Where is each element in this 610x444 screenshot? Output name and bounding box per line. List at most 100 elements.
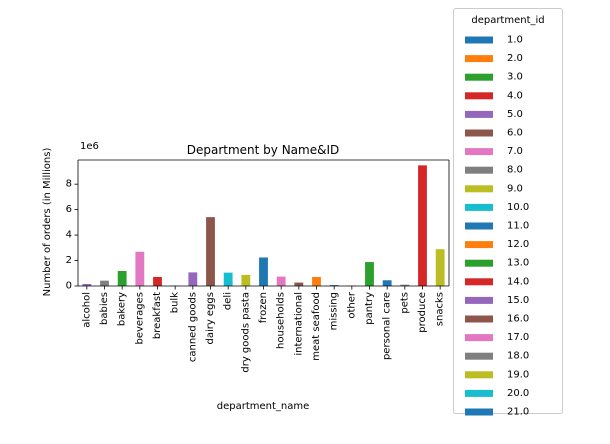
bar-households xyxy=(276,276,286,286)
x-tick-label: dry goods pasta xyxy=(240,292,251,373)
x-tick-label: personal care xyxy=(382,292,393,360)
legend-entry-label: 16.0 xyxy=(507,314,529,325)
legend-entry-label: 10.0 xyxy=(507,202,529,213)
x-tick-label: breakfast xyxy=(152,292,163,339)
legend-entry-label: 11.0 xyxy=(507,221,529,232)
bar-produce xyxy=(418,165,427,286)
y-tick-label: 8 xyxy=(66,179,72,190)
x-tick-label: pantry xyxy=(364,292,375,325)
bar-pantry xyxy=(365,262,374,286)
legend-entry-label: 2.0 xyxy=(507,53,523,64)
legend-items: 1.0 2.0 3.0 4.0 5.0 6.0 7.0 8.0 9.0 10.0 11.0 12.0 1… xyxy=(465,35,529,418)
legend-swatch xyxy=(465,315,493,323)
bar-frozen xyxy=(259,257,268,286)
x-tick-label: bakery xyxy=(117,292,128,326)
bar-dairy-eggs xyxy=(206,217,215,286)
x-tick-label: deli xyxy=(223,292,234,310)
bar-alcohol xyxy=(82,283,92,286)
x-tick-label: frozen xyxy=(258,292,269,323)
legend: department_id 1.0 2.0 3.0 4.0 5.0 6.0 7.0 8.0 9.… xyxy=(453,8,563,418)
legend-swatch xyxy=(465,296,493,304)
x-tick-label: dairy eggs xyxy=(205,292,216,345)
legend-swatch xyxy=(465,203,493,211)
legend-entry-label: 17.0 xyxy=(507,332,529,343)
bar-dry-goods-pasta xyxy=(241,274,251,286)
x-tick-label: missing xyxy=(329,292,340,330)
x-tick-label: households xyxy=(276,292,287,349)
bar-snacks xyxy=(435,249,445,286)
bar-babies xyxy=(100,280,109,286)
x-tick-label: other xyxy=(346,291,357,319)
x-tick-label: alcohol xyxy=(81,292,92,328)
bar-pets xyxy=(400,284,410,286)
bar-missing xyxy=(329,285,339,286)
bar-breakfast xyxy=(153,276,162,286)
legend-swatch xyxy=(465,148,493,156)
x-tick-label: meat seafood xyxy=(311,292,322,361)
legend-swatch xyxy=(465,110,493,118)
legend-entry-label: 14.0 xyxy=(507,276,529,287)
legend-swatch xyxy=(465,334,493,342)
x-tick-label: international xyxy=(293,292,304,356)
legend-swatch xyxy=(465,92,493,100)
bar-beverages xyxy=(135,251,145,286)
bar-personal-care xyxy=(382,280,392,286)
legend-entry-label: 4.0 xyxy=(507,90,523,101)
legend-entry-label: 15.0 xyxy=(507,295,529,306)
y-axis-label: Number of orders (in Millions) xyxy=(42,148,53,297)
legend-frame xyxy=(453,8,563,414)
bar-bakery xyxy=(117,270,127,286)
legend-swatch xyxy=(465,408,493,416)
plot-area: alcohol babies bakery beverages breakfast bul… xyxy=(66,159,450,373)
bar-international xyxy=(294,282,304,286)
legend-entry-label: 5.0 xyxy=(507,109,523,120)
legend-title: department_id xyxy=(471,15,544,26)
legend-entry-label: 1.0 xyxy=(507,35,523,46)
legend-entry-label: 8.0 xyxy=(507,165,523,176)
legend-entry-label: 18.0 xyxy=(507,351,529,362)
legend-swatch xyxy=(465,389,493,397)
bar-canned-goods xyxy=(188,272,198,286)
x-tick-label: snacks xyxy=(435,292,446,326)
x-tick-label: babies xyxy=(99,292,110,325)
bar-deli xyxy=(223,272,233,286)
legend-swatch xyxy=(465,371,493,379)
legend-entry-label: 12.0 xyxy=(507,239,529,250)
legend-swatch xyxy=(465,129,493,137)
legend-entry-label: 13.0 xyxy=(507,258,529,269)
legend-entry-label: 6.0 xyxy=(507,128,523,139)
legend-swatch xyxy=(465,55,493,63)
legend-swatch xyxy=(465,185,493,193)
legend-swatch xyxy=(465,352,493,360)
bar-meat-seafood xyxy=(312,276,321,286)
legend-swatch xyxy=(465,241,493,249)
y-tick-label: 4 xyxy=(66,230,72,241)
legend-swatch xyxy=(465,36,493,44)
legend-entry-label: 20.0 xyxy=(507,388,529,399)
x-tick-label: pets xyxy=(399,292,410,314)
x-axis-ticks: alcohol babies bakery beverages breakfast bul… xyxy=(81,286,446,373)
y-tick-label: 2 xyxy=(66,255,72,266)
legend-entry-label: 19.0 xyxy=(507,369,529,380)
chart-title: Department by Name&ID xyxy=(187,143,340,157)
y-tick-label: 0 xyxy=(66,281,72,292)
x-tick-label: produce xyxy=(417,292,428,333)
x-tick-label: canned goods xyxy=(187,292,198,362)
legend-swatch xyxy=(465,222,493,230)
bars-group xyxy=(82,165,445,286)
legend-entry-label: 21.0 xyxy=(507,407,529,418)
x-axis-label: department_name xyxy=(217,401,310,412)
legend-swatch xyxy=(465,278,493,286)
x-tick-label: bulk xyxy=(170,292,181,313)
legend-entry-label: 3.0 xyxy=(507,72,523,83)
y-axis-ticks: 0 2 4 6 8 xyxy=(66,179,78,292)
legend-swatch xyxy=(465,166,493,174)
legend-swatch xyxy=(465,259,493,267)
x-tick-label: beverages xyxy=(134,292,145,345)
legend-entry-label: 7.0 xyxy=(507,146,523,157)
y-tick-label: 6 xyxy=(66,204,72,215)
y-offset-label: 1e6 xyxy=(80,141,99,152)
legend-entry-label: 9.0 xyxy=(507,183,523,194)
legend-swatch xyxy=(465,73,493,81)
